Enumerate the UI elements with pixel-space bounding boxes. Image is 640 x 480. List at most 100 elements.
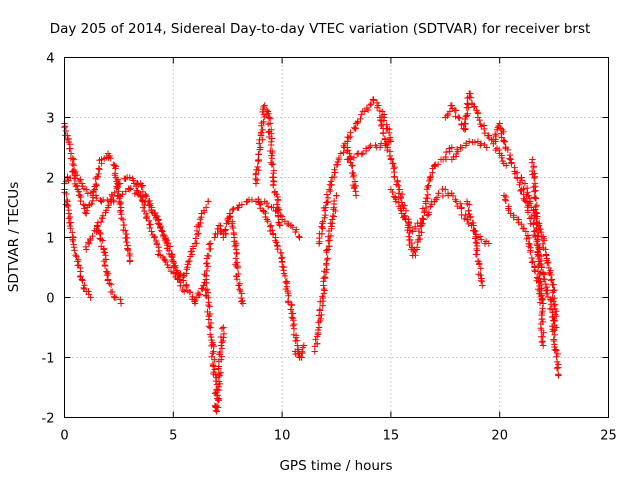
data-marker xyxy=(271,189,278,196)
data-marker xyxy=(433,194,441,201)
data-marker xyxy=(117,296,124,303)
data-marker xyxy=(265,133,273,141)
data-marker xyxy=(452,113,459,120)
data-point xyxy=(426,174,434,181)
data-marker xyxy=(201,271,208,278)
data-marker xyxy=(358,111,365,118)
x-tick-label: 15 xyxy=(383,429,400,444)
data-marker xyxy=(434,161,442,168)
data-point xyxy=(87,294,94,301)
data-marker xyxy=(217,369,225,376)
data-marker xyxy=(69,160,76,168)
data-marker xyxy=(268,130,275,137)
data-marker xyxy=(521,196,528,204)
data-marker xyxy=(122,175,129,182)
data-marker xyxy=(127,185,135,192)
data-marker xyxy=(95,170,102,178)
data-marker xyxy=(514,175,521,182)
data-marker xyxy=(67,155,75,162)
data-marker xyxy=(202,204,210,211)
data-marker xyxy=(390,165,397,172)
data-marker xyxy=(139,204,147,211)
data-point xyxy=(324,246,331,253)
data-marker xyxy=(186,257,193,265)
data-marker xyxy=(547,277,555,284)
data-marker xyxy=(126,252,133,260)
data-marker xyxy=(345,134,352,141)
x-tick-label: 20 xyxy=(491,429,508,444)
data-marker xyxy=(101,249,109,256)
data-marker xyxy=(217,333,225,341)
data-marker xyxy=(290,325,298,332)
data-marker xyxy=(268,161,276,168)
data-marker xyxy=(538,284,545,292)
data-marker xyxy=(401,213,408,220)
data-marker xyxy=(398,207,405,214)
data-marker xyxy=(477,277,485,284)
data-marker xyxy=(292,228,299,236)
data-point xyxy=(111,162,118,169)
data-marker xyxy=(122,227,129,234)
data-marker xyxy=(467,213,474,220)
data-point xyxy=(548,276,556,283)
data-marker xyxy=(328,181,335,188)
data-marker xyxy=(549,328,556,335)
data-marker xyxy=(323,266,331,273)
data-marker xyxy=(465,201,473,208)
data-point xyxy=(542,246,549,253)
data-marker xyxy=(137,193,144,200)
data-marker xyxy=(210,342,218,350)
data-marker xyxy=(270,182,277,189)
data-point xyxy=(126,186,133,193)
data-marker xyxy=(260,103,267,111)
data-marker xyxy=(408,239,415,247)
data-marker xyxy=(203,286,211,293)
data-marker xyxy=(219,337,227,345)
data-marker xyxy=(478,236,485,243)
data-marker xyxy=(520,225,528,232)
data-marker xyxy=(282,278,290,286)
data-marker xyxy=(177,282,184,289)
data-marker xyxy=(274,204,282,212)
data-marker xyxy=(99,237,106,244)
data-marker xyxy=(288,314,296,321)
data-marker xyxy=(62,127,70,135)
data-marker xyxy=(289,224,296,231)
data-point xyxy=(83,186,90,193)
data-marker xyxy=(158,227,165,234)
data-marker xyxy=(151,233,158,241)
data-marker xyxy=(205,241,213,248)
data-marker xyxy=(267,141,275,149)
data-marker xyxy=(218,356,225,363)
data-marker xyxy=(195,230,202,237)
data-marker xyxy=(543,290,550,297)
data-marker xyxy=(96,166,103,173)
data-marker xyxy=(217,222,224,230)
data-marker xyxy=(130,177,137,184)
data-marker xyxy=(73,182,81,189)
data-marker xyxy=(213,402,221,410)
data-marker xyxy=(386,152,394,160)
data-marker xyxy=(519,225,527,232)
data-marker xyxy=(466,90,474,97)
data-marker xyxy=(392,198,400,205)
data-marker xyxy=(80,284,87,292)
data-marker xyxy=(470,103,478,111)
data-marker xyxy=(298,348,306,355)
data-marker xyxy=(331,166,338,173)
data-marker xyxy=(238,201,246,208)
data-marker xyxy=(107,155,114,162)
data-marker xyxy=(520,185,527,193)
data-marker xyxy=(524,209,532,216)
y-tick-label: 0 xyxy=(46,292,54,307)
data-marker xyxy=(534,220,542,228)
data-marker xyxy=(410,248,417,255)
data-marker xyxy=(259,126,266,134)
data-marker xyxy=(529,258,537,265)
data-marker xyxy=(461,115,469,123)
data-marker xyxy=(186,289,194,296)
data-marker xyxy=(530,183,537,191)
data-marker xyxy=(218,339,225,346)
data-marker xyxy=(351,178,359,185)
data-marker xyxy=(477,265,484,272)
